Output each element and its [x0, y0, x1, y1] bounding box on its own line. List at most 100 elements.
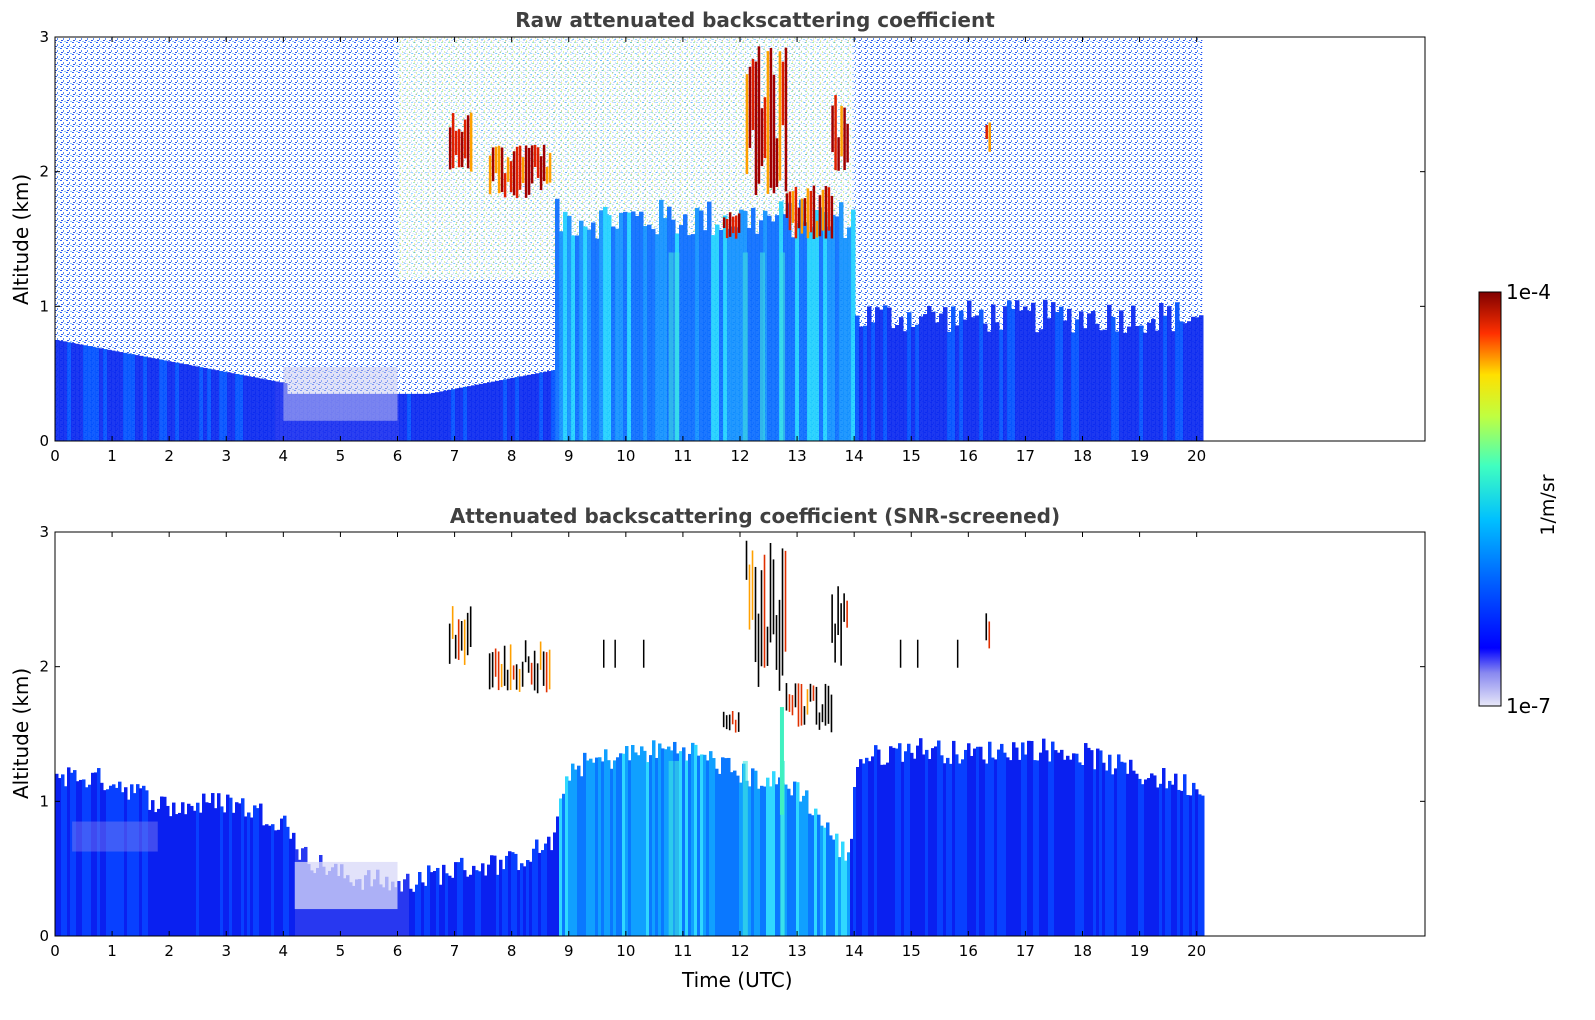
raw-column	[1079, 311, 1084, 441]
raw-column	[247, 376, 252, 441]
raw-cloud-cell	[494, 146, 498, 174]
top-x-tick-label: 19	[1130, 447, 1149, 465]
raw-column	[627, 212, 632, 441]
top-heatmap-panel	[55, 37, 1425, 441]
screened-column	[1021, 742, 1025, 936]
screened-column	[466, 876, 470, 936]
raw-column	[643, 226, 648, 441]
screened-column	[172, 802, 176, 936]
screened-column	[622, 753, 626, 936]
raw-column	[99, 348, 104, 441]
bottom-x-tick-label: 6	[393, 942, 403, 960]
raw-column	[479, 383, 484, 441]
bottom-x-tick-label: 2	[164, 942, 174, 960]
bottom-y-tick-label: 2	[39, 658, 49, 676]
screened-cloud-cell	[748, 564, 751, 630]
screened-column	[532, 848, 536, 936]
screened-column	[859, 759, 863, 936]
screened-column	[610, 768, 614, 936]
bottom-y-tick-label: 1	[39, 792, 49, 810]
bottom-x-tick-label: 20	[1187, 942, 1206, 960]
screened-column	[73, 770, 77, 936]
screened-column	[688, 753, 692, 936]
screened-column	[1033, 760, 1037, 936]
screened-column	[463, 870, 467, 936]
screened-column	[796, 782, 800, 936]
raw-column	[611, 226, 616, 441]
screened-column	[259, 803, 263, 936]
screened-column	[748, 786, 752, 936]
raw-column	[927, 306, 932, 441]
screened-column	[280, 818, 284, 936]
raw-column	[751, 207, 756, 441]
raw-column	[979, 309, 984, 441]
screened-column	[628, 760, 632, 936]
bottom-x-tick-label: 4	[279, 942, 289, 960]
raw-column	[915, 324, 920, 441]
raw-column	[1027, 310, 1032, 441]
screened-cloud-cell	[806, 689, 809, 715]
raw-column	[947, 331, 952, 441]
raw-cloud-cell	[527, 147, 531, 195]
screened-column	[1084, 743, 1088, 936]
screened-column	[226, 794, 230, 936]
screened-column	[784, 784, 788, 936]
screened-column	[286, 826, 290, 936]
screened-column	[994, 759, 998, 936]
raw-column	[899, 317, 904, 441]
screened-column	[1003, 752, 1007, 936]
raw-column	[1143, 332, 1148, 441]
raw-column	[955, 325, 960, 441]
screened-column	[262, 825, 266, 936]
raw-column	[795, 222, 800, 441]
raw-column	[539, 372, 544, 441]
screened-column	[1030, 740, 1034, 936]
raw-column	[835, 216, 840, 441]
screened-column	[739, 782, 743, 936]
screened-column	[1009, 760, 1013, 936]
screened-cloud-cell	[545, 652, 548, 693]
top-x-tick-label: 5	[336, 447, 346, 465]
raw-cloud-cell	[530, 145, 534, 184]
screened-column	[409, 888, 413, 936]
raw-cloud-cell	[734, 215, 738, 239]
raw-column	[187, 364, 192, 441]
raw-column	[651, 229, 656, 441]
top-y-tick-label: 1	[39, 297, 49, 315]
raw-column	[939, 313, 944, 441]
screened-column	[655, 757, 659, 936]
screened-column	[925, 749, 929, 936]
raw-column	[1175, 302, 1180, 441]
raw-column	[1171, 331, 1176, 441]
raw-column	[851, 209, 856, 441]
raw-column	[419, 393, 424, 441]
screened-column	[1129, 759, 1133, 936]
screened-cloud-cell	[809, 683, 812, 702]
raw-cloud-cell	[542, 144, 546, 182]
raw-cloud-cell	[757, 46, 761, 184]
screened-column	[829, 835, 833, 936]
raw-bright-streak	[674, 252, 680, 441]
raw-cloud-cell	[806, 188, 810, 239]
screened-column	[1189, 795, 1193, 936]
screened-column	[1039, 752, 1043, 936]
screened-cloud-cell	[763, 554, 766, 668]
raw-cloud-cell	[772, 74, 776, 194]
raw-column	[687, 235, 692, 441]
raw-cloud-cell	[497, 145, 501, 194]
raw-cloud-cell	[725, 219, 729, 239]
raw-column	[831, 214, 836, 441]
screened-cloud-cell	[988, 621, 991, 649]
raw-column	[919, 316, 924, 441]
raw-column	[563, 211, 568, 441]
screened-column	[238, 803, 242, 936]
screened-cloud-cell	[834, 623, 836, 663]
screened-thin-column	[642, 639, 645, 668]
screened-column	[574, 769, 578, 936]
screened-column	[1138, 778, 1142, 936]
screened-column	[232, 812, 236, 936]
screened-column	[952, 740, 956, 936]
raw-column	[491, 381, 496, 441]
raw-column	[163, 360, 168, 441]
raw-column	[599, 210, 604, 441]
